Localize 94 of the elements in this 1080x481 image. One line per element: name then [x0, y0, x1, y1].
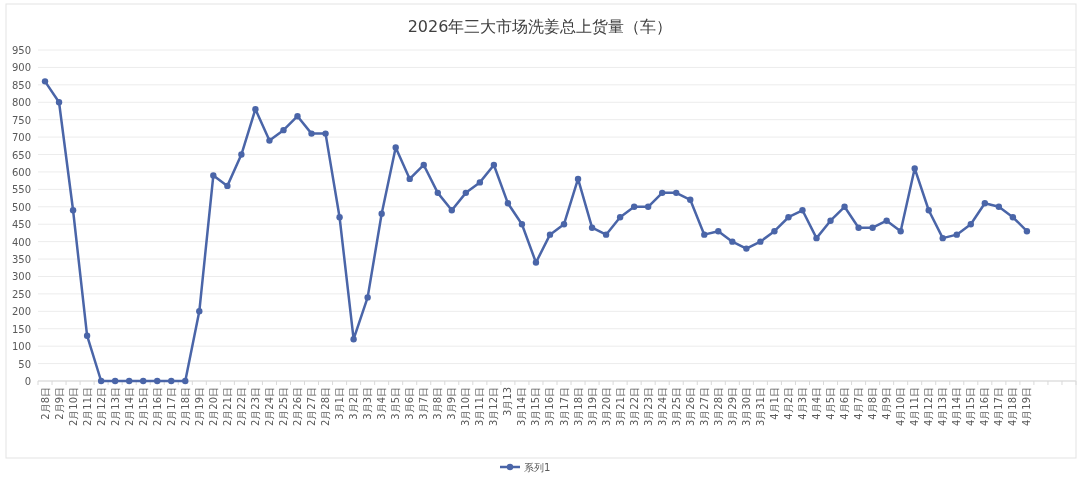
x-tick-label: 2月24日	[263, 387, 275, 427]
y-tick-label: 900	[11, 62, 31, 74]
x-tick-label: 3月12日	[488, 387, 500, 427]
x-tick-label: 2月20日	[207, 387, 219, 427]
chart-title: 2026年三大市场洗姜总上货量（车）	[407, 17, 673, 36]
y-tick-label: 800	[11, 97, 31, 109]
y-tick-label: 650	[11, 149, 31, 161]
x-tick-label: 4月13日	[937, 387, 949, 427]
y-tick-label: 300	[11, 271, 31, 283]
x-tick-label: 3月24日	[656, 387, 668, 427]
y-tick-label: 50	[18, 358, 31, 370]
x-tick-label: 3月9日	[446, 387, 458, 420]
x-tick-label: 4月4日	[811, 387, 822, 420]
x-tick-label: 3月7日	[418, 387, 430, 420]
x-tick-label: 3月14日	[516, 387, 528, 427]
x-tick-label: 4月18日	[1007, 387, 1019, 427]
x-tick-label: 3月18日	[572, 387, 584, 427]
x-tick-label: 2月13日	[109, 387, 121, 427]
x-tick-label: 2月9日	[53, 387, 65, 420]
x-tick-label: 3月29日	[726, 387, 738, 427]
y-tick-label: 600	[11, 166, 31, 178]
x-tick-label: 3月22日	[628, 387, 640, 427]
x-tick-label: 2月28日	[320, 387, 332, 427]
x-tick-label: 3月11日	[474, 387, 486, 427]
x-tick-label: 2月8日	[39, 387, 51, 420]
x-tick-label: 4月14日	[951, 387, 963, 427]
x-tick-label: 3月27日	[698, 387, 710, 427]
x-tick-label: 3月23日	[642, 387, 654, 427]
x-tick-label: 3月13	[502, 387, 514, 417]
x-tick-label: 4月10日	[895, 387, 907, 427]
x-tick-label: 2月11日	[81, 387, 93, 427]
x-tick-label: 3月17日	[558, 387, 570, 427]
x-tick-label: 3月10日	[460, 387, 472, 427]
x-tick-label: 2月21日	[221, 387, 233, 427]
x-tick-label: 4月2日	[782, 387, 794, 420]
x-tick-label: 2月12日	[95, 387, 107, 427]
x-tick-label: 4月8日	[867, 387, 879, 420]
x-tick-label: 4月19日	[1021, 387, 1033, 427]
y-tick-label: 700	[11, 132, 31, 144]
legend-label: 系列1	[524, 462, 551, 473]
x-tick-label: 4月12日	[923, 387, 935, 427]
x-tick-label: 3月21日	[614, 387, 626, 427]
x-tick-label: 2月23日	[249, 387, 261, 427]
y-tick-label: 150	[11, 323, 31, 335]
x-tick-label: 3月16日	[544, 387, 556, 427]
y-tick-label: 350	[11, 254, 31, 266]
x-tick-label: 4月7日	[853, 387, 865, 420]
x-tick-label: 4月1日	[768, 387, 780, 420]
x-tick-label: 3月26日	[684, 387, 696, 427]
x-tick-label: 4月3日	[796, 387, 808, 420]
x-tick-label: 4月9日	[881, 387, 893, 420]
y-tick-label: 400	[11, 236, 31, 248]
x-tick-label: 2月25日	[277, 387, 289, 427]
x-tick-label: 3月2日	[348, 387, 360, 420]
y-tick-label: 0	[24, 376, 31, 387]
x-tick-label: 2月22日	[235, 387, 247, 427]
x-tick-label: 4月15日	[965, 387, 977, 427]
x-tick-label: 4月5日	[825, 387, 837, 420]
x-tick-label: 2月16日	[151, 387, 163, 427]
y-tick-label: 450	[11, 219, 31, 231]
x-tick-label: 3月20日	[600, 387, 612, 427]
x-tick-label: 3月25日	[670, 387, 682, 427]
x-tick-label: 2月19日	[193, 387, 205, 427]
x-tick-label: 2月14日	[123, 387, 135, 427]
y-tick-label: 500	[11, 201, 31, 213]
x-tick-label: 3月15日	[530, 387, 542, 427]
y-tick-label: 850	[11, 79, 31, 91]
x-tick-label: 4月16日	[979, 387, 991, 427]
x-tick-label: 4月6日	[839, 387, 851, 420]
x-tick-label: 3月30日	[740, 387, 752, 427]
x-tick-label: 4月17日	[993, 387, 1005, 427]
y-tick-label: 200	[11, 306, 31, 318]
y-tick-label: 100	[11, 341, 31, 353]
x-tick-label: 3月5日	[390, 387, 402, 420]
x-tick-label: 3月31日	[754, 387, 766, 427]
x-tick-label: 4月11日	[909, 387, 921, 427]
y-tick-label: 550	[11, 184, 31, 196]
x-tick-label: 2月26日	[292, 387, 303, 427]
x-tick-label: 2月17日	[165, 387, 177, 427]
x-tick-label: 3月19日	[586, 387, 598, 427]
y-tick-label: 750	[11, 114, 31, 126]
x-tick-label: 2月18日	[179, 387, 191, 427]
x-tick-label: 3月1日	[334, 387, 346, 420]
x-tick-label: 3月6日	[404, 387, 416, 420]
x-tick-label: 3月28日	[712, 387, 724, 427]
y-tick-label: 950	[11, 45, 31, 56]
legend: 系列1	[500, 462, 551, 473]
x-tick-label: 2月15日	[137, 387, 149, 427]
y-tick-label: 250	[11, 288, 31, 300]
x-tick-label: 2月10日	[67, 387, 79, 427]
x-tick-label: 3月4日	[376, 387, 388, 420]
x-tick-label: 2月27日	[306, 387, 318, 427]
x-tick-label: 3月8日	[432, 387, 444, 420]
x-tick-label: 3月3日	[362, 387, 374, 420]
